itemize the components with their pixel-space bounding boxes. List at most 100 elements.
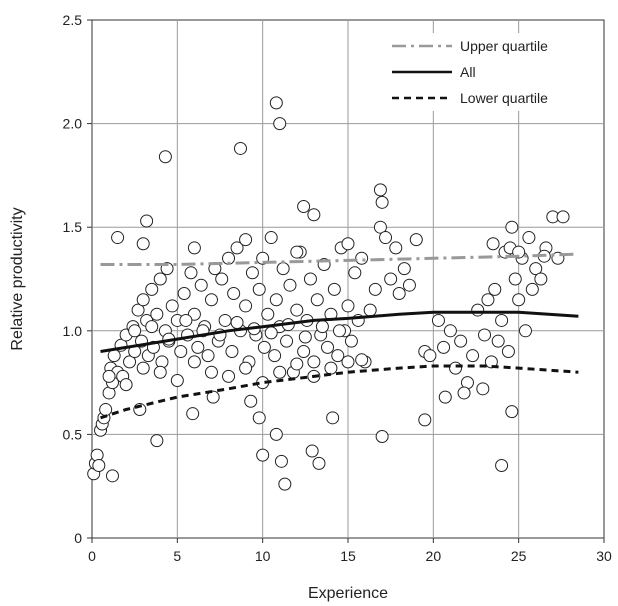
scatter-point bbox=[389, 241, 403, 255]
scatter-point bbox=[239, 233, 253, 247]
scatter-point bbox=[136, 361, 150, 375]
scatter-point bbox=[165, 299, 179, 313]
scatter-point bbox=[222, 369, 236, 383]
scatter-point bbox=[476, 382, 490, 396]
scatter-point bbox=[348, 266, 362, 280]
scatter-point bbox=[280, 334, 294, 348]
scatter-point bbox=[341, 237, 355, 251]
scatter-point bbox=[529, 262, 543, 276]
scatter-point bbox=[230, 316, 244, 330]
scatter-point bbox=[355, 353, 369, 367]
scatter-point bbox=[204, 293, 218, 307]
y-tick-label: 2.5 bbox=[63, 12, 83, 28]
scatter-point bbox=[495, 313, 509, 327]
x-tick-label: 10 bbox=[255, 548, 271, 564]
scatter-point bbox=[92, 458, 106, 472]
scatter-point bbox=[488, 282, 502, 296]
scatter-point bbox=[518, 324, 532, 338]
scatter-point bbox=[437, 340, 451, 354]
scatter-point bbox=[218, 313, 232, 327]
scatter-point bbox=[99, 403, 113, 417]
scatter-point bbox=[201, 349, 215, 363]
scatter-point bbox=[392, 287, 406, 301]
scatter-point bbox=[252, 411, 266, 425]
scatter-point bbox=[501, 345, 515, 359]
legend-label-lower-quartile: Lower quartile bbox=[460, 90, 548, 106]
scatter-point bbox=[136, 293, 150, 307]
scatter-point bbox=[269, 96, 283, 110]
scatter-point bbox=[522, 231, 536, 245]
scatter-point bbox=[150, 307, 164, 321]
scatter-point bbox=[375, 429, 389, 443]
scatter-point bbox=[191, 340, 205, 354]
scatter-point bbox=[276, 262, 290, 276]
scatter-point bbox=[128, 324, 142, 338]
scatter-point bbox=[341, 299, 355, 313]
scatter-point bbox=[187, 241, 201, 255]
scatter-point bbox=[140, 214, 154, 228]
scatter-point bbox=[153, 365, 167, 379]
scatter-point bbox=[344, 334, 358, 348]
scatter-point bbox=[102, 369, 116, 383]
scatter-point bbox=[233, 141, 247, 155]
scatter-point bbox=[397, 262, 411, 276]
scatter-point bbox=[105, 469, 119, 483]
scatter-point bbox=[186, 407, 200, 421]
scatter-point bbox=[297, 345, 311, 359]
scatter-point bbox=[307, 355, 321, 369]
scatter-point bbox=[111, 231, 125, 245]
scatter-point bbox=[170, 374, 184, 388]
scatter-point bbox=[478, 328, 492, 342]
scatter-point bbox=[373, 183, 387, 197]
x-tick-label: 15 bbox=[340, 548, 356, 564]
scatter-point bbox=[239, 361, 253, 375]
scatter-point bbox=[257, 340, 271, 354]
scatter-point bbox=[310, 293, 324, 307]
scatter-point bbox=[174, 345, 188, 359]
scatter-point bbox=[384, 272, 398, 286]
scatter-point bbox=[471, 303, 485, 317]
scatter-point bbox=[505, 220, 519, 234]
y-tick-label: 0 bbox=[74, 530, 82, 546]
legend-label-all: All bbox=[460, 64, 476, 80]
scatter-point bbox=[269, 293, 283, 307]
trend-line-lower-quartile bbox=[100, 364, 579, 420]
scatter-point bbox=[269, 427, 283, 441]
scatter-point bbox=[145, 282, 159, 296]
scatter-point bbox=[290, 245, 304, 259]
scatter-point bbox=[495, 458, 509, 472]
scatter-point bbox=[227, 287, 241, 301]
scatter-point bbox=[307, 208, 321, 222]
data-points bbox=[87, 96, 570, 491]
scatter-point bbox=[179, 313, 193, 327]
scatter-point bbox=[150, 434, 164, 448]
scatter-point bbox=[261, 307, 275, 321]
trend-line-upper-quartile bbox=[100, 252, 579, 266]
trend-line-all bbox=[100, 310, 579, 353]
scatter-point bbox=[274, 454, 288, 468]
y-tick-label: 0.5 bbox=[63, 426, 83, 442]
scatter-point bbox=[158, 150, 172, 164]
scatter-point bbox=[225, 345, 239, 359]
scatter-point bbox=[443, 324, 457, 338]
scatter-point bbox=[297, 199, 311, 213]
scatter-point bbox=[184, 266, 198, 280]
trend-lines bbox=[100, 252, 579, 420]
scatter-point bbox=[194, 278, 208, 292]
scatter-point bbox=[484, 355, 498, 369]
y-axis-title: Relative productivity bbox=[9, 207, 26, 350]
scatter-point bbox=[508, 272, 522, 286]
scatter-point bbox=[136, 237, 150, 251]
scatter-point bbox=[245, 266, 259, 280]
scatter-point bbox=[256, 448, 270, 462]
scatter-point bbox=[525, 282, 539, 296]
scatter-point bbox=[363, 303, 377, 317]
scatter-point bbox=[230, 241, 244, 255]
x-tick-label: 20 bbox=[426, 548, 442, 564]
scatter-point bbox=[556, 210, 570, 224]
scatter-point bbox=[512, 293, 526, 307]
scatter-point bbox=[315, 320, 329, 334]
scatter-point bbox=[466, 349, 480, 363]
x-axis-ticks: 0 5 10 15 20 25 30 bbox=[88, 538, 612, 564]
scatter-point bbox=[239, 299, 253, 313]
